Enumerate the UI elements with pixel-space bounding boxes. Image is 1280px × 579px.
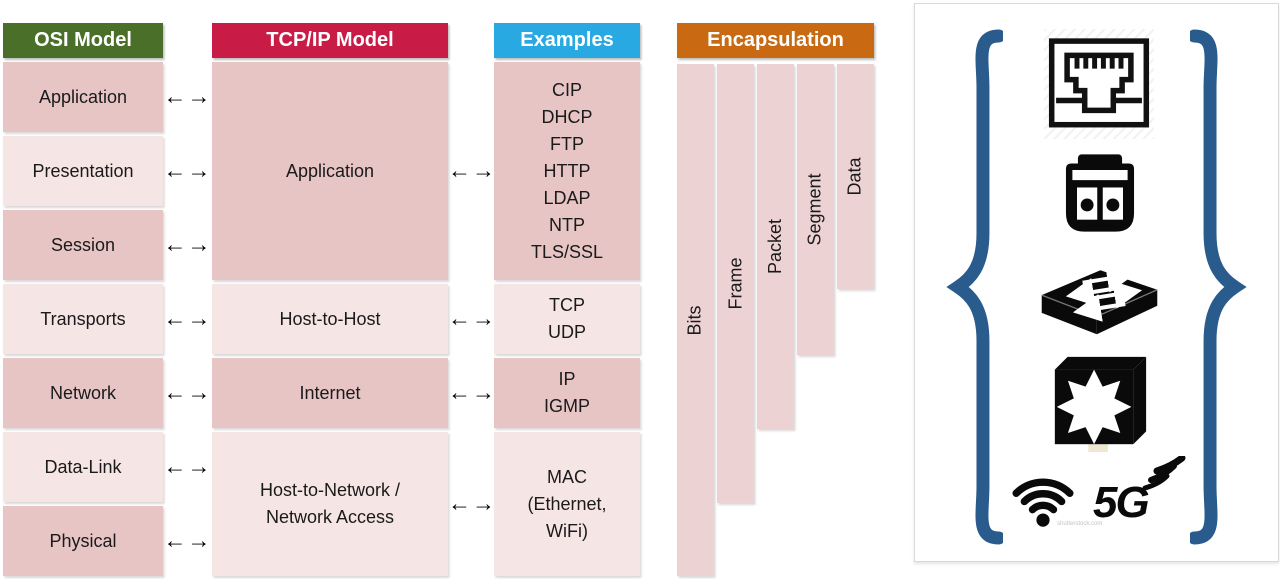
- bidirectional-arrow: ←→: [163, 83, 212, 109]
- protocol-label: (Ethernet,: [527, 493, 607, 514]
- examples-header: Examples: [494, 23, 640, 58]
- encapsulation-header: Encapsulation: [677, 23, 874, 58]
- protocol-label: WiFi): [546, 520, 588, 541]
- stock-watermark: shutterstock.com: [1057, 521, 1103, 527]
- osi-row-network: Network: [3, 358, 163, 428]
- protocol-label: TLS/SSL: [530, 241, 604, 262]
- tcpip-box-label: Internet: [299, 382, 361, 403]
- network-hardware-panel: 5G shutterstock.com: [914, 3, 1279, 562]
- osi-row-application: Application: [3, 62, 163, 132]
- bar-label: Bits: [684, 304, 705, 336]
- 5g-label: 5G: [1093, 478, 1150, 527]
- osi-row-transports: Transports: [3, 284, 163, 354]
- bar-label: Frame: [725, 257, 746, 310]
- protocol-label: HTTP: [543, 160, 591, 181]
- protocol-label: IGMP: [543, 396, 590, 416]
- 5g-icon: 5G: [1093, 456, 1193, 536]
- tcpip-box-label: Network Access: [265, 507, 395, 527]
- bar-label: Data: [845, 157, 865, 196]
- osi-row-data-link: Data-Link: [3, 432, 163, 502]
- protocol-label: FTP: [550, 133, 584, 154]
- examples-box-link-protocols: MAC (Ethernet, WiFi): [494, 432, 640, 576]
- osi-row-session: Session: [3, 210, 163, 280]
- osi-row-physical: Physical: [3, 506, 163, 576]
- tcpip-box-label: Host-to-Host: [279, 308, 381, 329]
- encapsulation-bar-segment: Segment: [797, 64, 834, 355]
- protocol-label: CIP: [551, 79, 582, 100]
- protocol-label: NTP: [549, 214, 585, 235]
- encapsulation-bar-packet: Packet: [757, 64, 794, 429]
- encapsulation-bar-frame: Frame: [717, 64, 754, 503]
- tcpip-box-application: Application: [212, 62, 448, 280]
- bidirectional-arrow: ←→: [448, 490, 496, 516]
- encapsulation-bar-data: Data: [837, 64, 874, 289]
- bidirectional-arrow: ←→: [163, 379, 212, 405]
- tcpip-box-host-to-network: Host-to-Network / Network Access: [212, 432, 448, 576]
- router-icon: [1042, 348, 1157, 454]
- examples-box-internet-protocols: IP IGMP: [494, 358, 640, 428]
- tcpip-box-label: Application: [285, 160, 375, 181]
- protocol-label: MAC: [547, 466, 587, 487]
- protocol-label: IP: [558, 369, 576, 389]
- bidirectional-arrow: ←→: [163, 453, 212, 479]
- osi-model-header: OSI Model: [3, 23, 163, 58]
- protocol-label: LDAP: [543, 187, 591, 208]
- network-switch-icon: [1027, 256, 1172, 336]
- wifi-icon: [1001, 464, 1085, 530]
- bidirectional-arrow: ←→: [163, 305, 212, 331]
- bar-label: Packet: [765, 218, 785, 275]
- encapsulation-bar-bits: Bits: [677, 64, 714, 576]
- left-curly-brace: [943, 28, 1006, 546]
- bidirectional-arrow: ←→: [448, 157, 496, 183]
- tcpip-model-header: TCP/IP Model: [212, 23, 448, 58]
- bidirectional-arrow: ←→: [448, 305, 496, 331]
- bidirectional-arrow: ←→: [163, 231, 212, 257]
- bar-label: Segment: [805, 173, 826, 246]
- fiber-duplex-connector-icon: [1054, 147, 1146, 239]
- bidirectional-arrow: ←→: [163, 527, 212, 553]
- protocol-label: UDP: [547, 322, 586, 342]
- protocol-label: DHCP: [541, 106, 593, 127]
- bidirectional-arrow: ←→: [163, 157, 212, 183]
- tcpip-box-label: Host-to-Network /: [259, 480, 401, 500]
- protocol-label: TCP: [549, 295, 585, 315]
- bidirectional-arrow: ←→: [448, 379, 496, 405]
- right-curly-brace: [1187, 28, 1250, 546]
- tcpip-box-internet: Internet: [212, 358, 448, 428]
- examples-box-application-protocols: CIP DHCP FTP HTTP LDAP NTP TLS/SSL: [494, 62, 640, 280]
- tcpip-box-host-to-host: Host-to-Host: [212, 284, 448, 354]
- ethernet-port-icon: [1044, 29, 1154, 139]
- osi-row-presentation: Presentation: [3, 136, 163, 206]
- examples-box-transport-protocols: TCP UDP: [494, 284, 640, 354]
